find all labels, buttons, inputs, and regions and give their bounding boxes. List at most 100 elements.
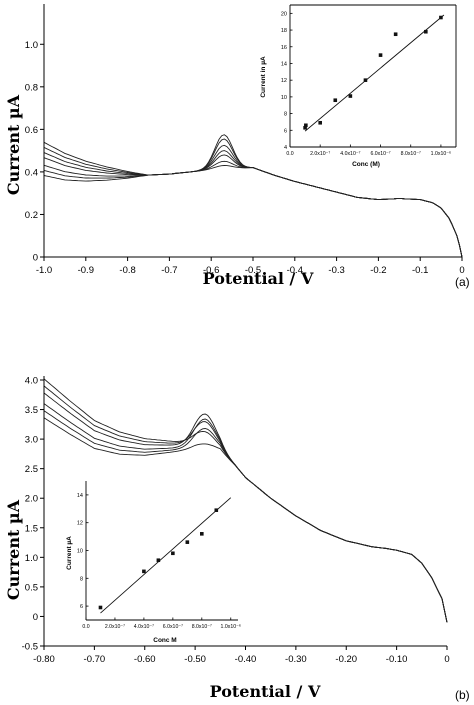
- inset-data-point: [185, 540, 190, 544]
- panel-a-chart: -1.0 -0.9 -0.8 -0.7 -0.6 -0.5 -0.4 -0.3 -0.2 -0.1…: [4, 3, 470, 289]
- inset-data-point: [348, 94, 353, 98]
- x-tick-label: -0.70: [84, 654, 106, 665]
- x-tick-label: -0.40: [235, 654, 257, 665]
- panel-b-x-axis-label: Potential / V: [210, 682, 321, 701]
- x-tick-label: -0.3: [328, 265, 344, 276]
- y-tick-label: -0.5: [22, 642, 38, 653]
- inset-data-point: [393, 32, 398, 37]
- x-tick-label: -0.6: [203, 265, 219, 276]
- inset-data-point: [200, 532, 204, 536]
- y-tick-label: 3.0: [25, 435, 38, 446]
- inset-x-tick-label: 1.0x10⁻⁶: [221, 624, 241, 630]
- inset-x-tick-label: 6.0x10⁻⁷: [163, 624, 183, 630]
- panel-a-inset-axes: [289, 4, 457, 148]
- voltammogram-curve: [43, 141, 463, 258]
- panel-a-inset-background: [250, 3, 460, 161]
- y-tick-label: 1.0: [25, 553, 38, 564]
- inset-y-tick-label: 6: [80, 604, 83, 610]
- inset-x-tick-label: 4.0x10⁻⁷: [134, 624, 154, 630]
- x-tick-label: -1.0: [36, 265, 52, 276]
- inset-data-point: [333, 98, 338, 103]
- inset-y-tick-label: 8: [80, 576, 83, 582]
- inset-data-point: [424, 29, 428, 34]
- inset-x-tick-label: 8.0x10⁻⁷: [401, 151, 421, 157]
- x-tick-label: -0.7: [161, 265, 177, 276]
- inset-x-tick-label: 2.0x10⁻⁷: [105, 624, 125, 630]
- panel-a-voltammograms: [43, 134, 463, 258]
- x-tick-label: 0: [444, 654, 449, 665]
- y-tick-label: 0.8: [25, 82, 38, 93]
- inset-x-tick-label: 2.0x10⁻⁷: [310, 151, 330, 157]
- inset-y-tick-label: 10: [281, 95, 287, 101]
- y-tick-label: 0: [33, 253, 38, 264]
- panel-a-x-axis-label: Potential / V: [203, 269, 314, 288]
- inset-y-tick-label: 12: [281, 78, 287, 84]
- panel-a-inset-x-label: Conc (M): [352, 161, 380, 168]
- panel-b-x-ticks: -0.80 -0.70 -0.60 -0.50 -0.40 -0.30 -0.20 -0.10…: [33, 646, 450, 665]
- inset-y-tick-label: 12: [77, 521, 83, 527]
- inset-y-tick-label: 18: [281, 28, 287, 34]
- panel-b-inset-background: [62, 476, 244, 636]
- y-tick-label: 2.5: [25, 464, 38, 475]
- voltammogram-curve: [43, 417, 448, 623]
- inset-x-tick-label: 1.0x10⁻⁶: [431, 151, 451, 157]
- panel-a-inset-chart: 0.0 2.0x10⁻⁷ 4.0x10⁻⁷ 6.0x10⁻⁷ 8.0x10⁻⁷ 1.0x1…: [250, 3, 460, 168]
- inset-data-point: [304, 123, 308, 128]
- panel-b-y-ticks: -0.5 0 0.5 1.0 1.5 2.0 2.5 3.0 3.5 4.0: [22, 376, 44, 653]
- inset-y-tick-label: 14: [281, 61, 287, 67]
- inset-data-point: [378, 53, 383, 57]
- panel-b-voltammograms: [43, 378, 448, 623]
- inset-data-point: [142, 569, 146, 574]
- x-tick-label: -0.8: [119, 265, 135, 276]
- x-tick-label: -0.30: [285, 654, 307, 665]
- inset-y-tick-label: 8: [284, 112, 287, 118]
- x-tick-label: -0.5: [245, 265, 261, 276]
- inset-y-tick-label: 6: [284, 128, 287, 134]
- y-tick-label: 1.5: [25, 523, 38, 534]
- panel-a-y-ticks: 0 0.2 0.4 0.6 0.8 1.0: [25, 40, 44, 264]
- panel-a-inset-fit-line: [304, 14, 445, 132]
- panel-a-inset-x-ticks: 0.0 2.0x10⁻⁷ 4.0x10⁻⁷ 6.0x10⁻⁷ 8.0x10⁻⁷ 1.0x1…: [286, 144, 451, 157]
- inset-x-tick-label: 6.0x10⁻⁷: [370, 151, 390, 157]
- inset-x-tick-label: 8.0x10⁻⁷: [192, 624, 212, 630]
- inset-data-point: [303, 125, 307, 130]
- y-tick-label: 4.0: [25, 376, 38, 387]
- panel-b-inset-chart: 0.0 2.0x10⁻⁷ 4.0x10⁻⁷ 6.0x10⁻⁷ 8.0x10⁻⁷ 1.0x1…: [62, 476, 244, 644]
- inset-y-tick-label: 20: [281, 11, 287, 17]
- inset-y-tick-label: 14: [77, 493, 83, 499]
- inset-data-point: [439, 15, 443, 20]
- inset-x-tick-label: 0.0: [82, 624, 89, 630]
- inset-y-tick-label: 4: [284, 145, 287, 151]
- panel-a-label: (a): [455, 275, 470, 289]
- inset-y-tick-label: 10: [77, 549, 83, 555]
- inset-data-point: [214, 508, 219, 512]
- x-tick-label: -0.9: [78, 265, 94, 276]
- x-tick-label: -0.60: [134, 654, 156, 665]
- panel-b-inset-fit-line: [100, 497, 232, 614]
- panel-a-x-ticks: -1.0 -0.9 -0.8 -0.7 -0.6 -0.5 -0.4 -0.3 -0.2 -0.1…: [36, 257, 465, 276]
- inset-y-tick-label: 16: [281, 45, 287, 51]
- x-tick-label: -0.80: [33, 654, 55, 665]
- y-tick-label: 1.0: [25, 40, 38, 51]
- y-tick-label: 0.2: [25, 210, 38, 221]
- x-tick-label: -0.1: [412, 265, 428, 276]
- inset-data-point: [171, 551, 175, 556]
- inset-data-point: [98, 605, 103, 610]
- panel-b-chart: -0.80 -0.70 -0.60 -0.50 -0.40 -0.30 -0.20 -0.10…: [4, 376, 470, 703]
- x-tick-label: -0.4: [287, 265, 303, 276]
- voltammogram-curve: [43, 146, 463, 258]
- panel-b-y-axis-label: Current µA: [4, 499, 23, 600]
- inset-data-point: [318, 120, 322, 125]
- panel-b-inset-data-points: [98, 508, 219, 610]
- panel-b-label: (b): [455, 688, 470, 702]
- inset-x-tick-label: 0.0: [286, 151, 293, 157]
- panel-a-y-axis-label: Current µA: [4, 94, 23, 195]
- panel-b-inset-x-label: Conc M: [153, 637, 176, 644]
- y-tick-label: 0.5: [25, 582, 38, 593]
- x-tick-label: -0.50: [184, 654, 206, 665]
- y-tick-label: 0.6: [25, 125, 38, 136]
- x-tick-label: -0.10: [386, 654, 408, 665]
- x-tick-label: -0.2: [370, 265, 386, 276]
- y-tick-label: 0: [33, 612, 38, 623]
- panel-a-inset-y-label: Current in µA: [260, 56, 267, 98]
